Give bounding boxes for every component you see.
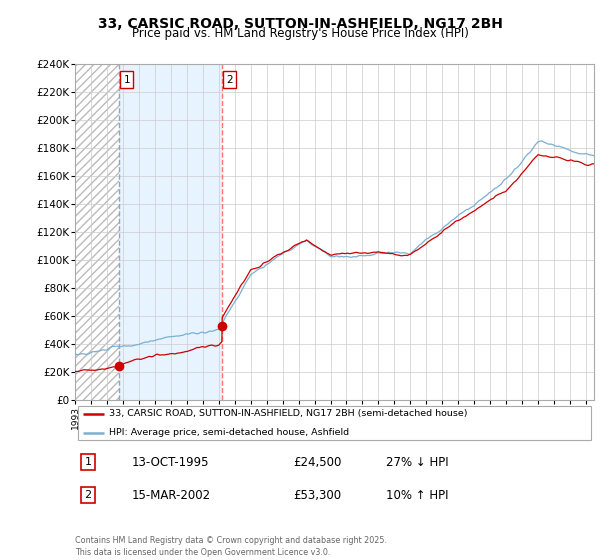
Bar [75,64,119,400]
FancyBboxPatch shape [77,406,592,441]
Text: 10% ↑ HPI: 10% ↑ HPI [386,488,449,502]
Text: £53,300: £53,300 [293,488,341,502]
Text: HPI: Average price, semi-detached house, Ashfield: HPI: Average price, semi-detached house,… [109,428,349,437]
Text: 2: 2 [85,490,92,500]
Text: 27% ↓ HPI: 27% ↓ HPI [386,456,449,469]
Text: 33, CARSIC ROAD, SUTTON-IN-ASHFIELD, NG17 2BH: 33, CARSIC ROAD, SUTTON-IN-ASHFIELD, NG1… [98,17,502,31]
Text: 2: 2 [226,74,233,85]
Text: Price paid vs. HM Land Registry's House Price Index (HPI): Price paid vs. HM Land Registry's House … [131,27,469,40]
Text: Contains HM Land Registry data © Crown copyright and database right 2025.
This d: Contains HM Land Registry data © Crown c… [75,536,387,557]
Text: 33, CARSIC ROAD, SUTTON-IN-ASHFIELD, NG17 2BH (semi-detached house): 33, CARSIC ROAD, SUTTON-IN-ASHFIELD, NG1… [109,409,467,418]
Bar [119,64,222,400]
Bar [222,64,594,400]
Text: £24,500: £24,500 [293,456,341,469]
Text: 13-OCT-1995: 13-OCT-1995 [132,456,209,469]
Text: 1: 1 [85,457,91,467]
Text: 15-MAR-2002: 15-MAR-2002 [132,488,211,502]
Text: 1: 1 [124,74,130,85]
